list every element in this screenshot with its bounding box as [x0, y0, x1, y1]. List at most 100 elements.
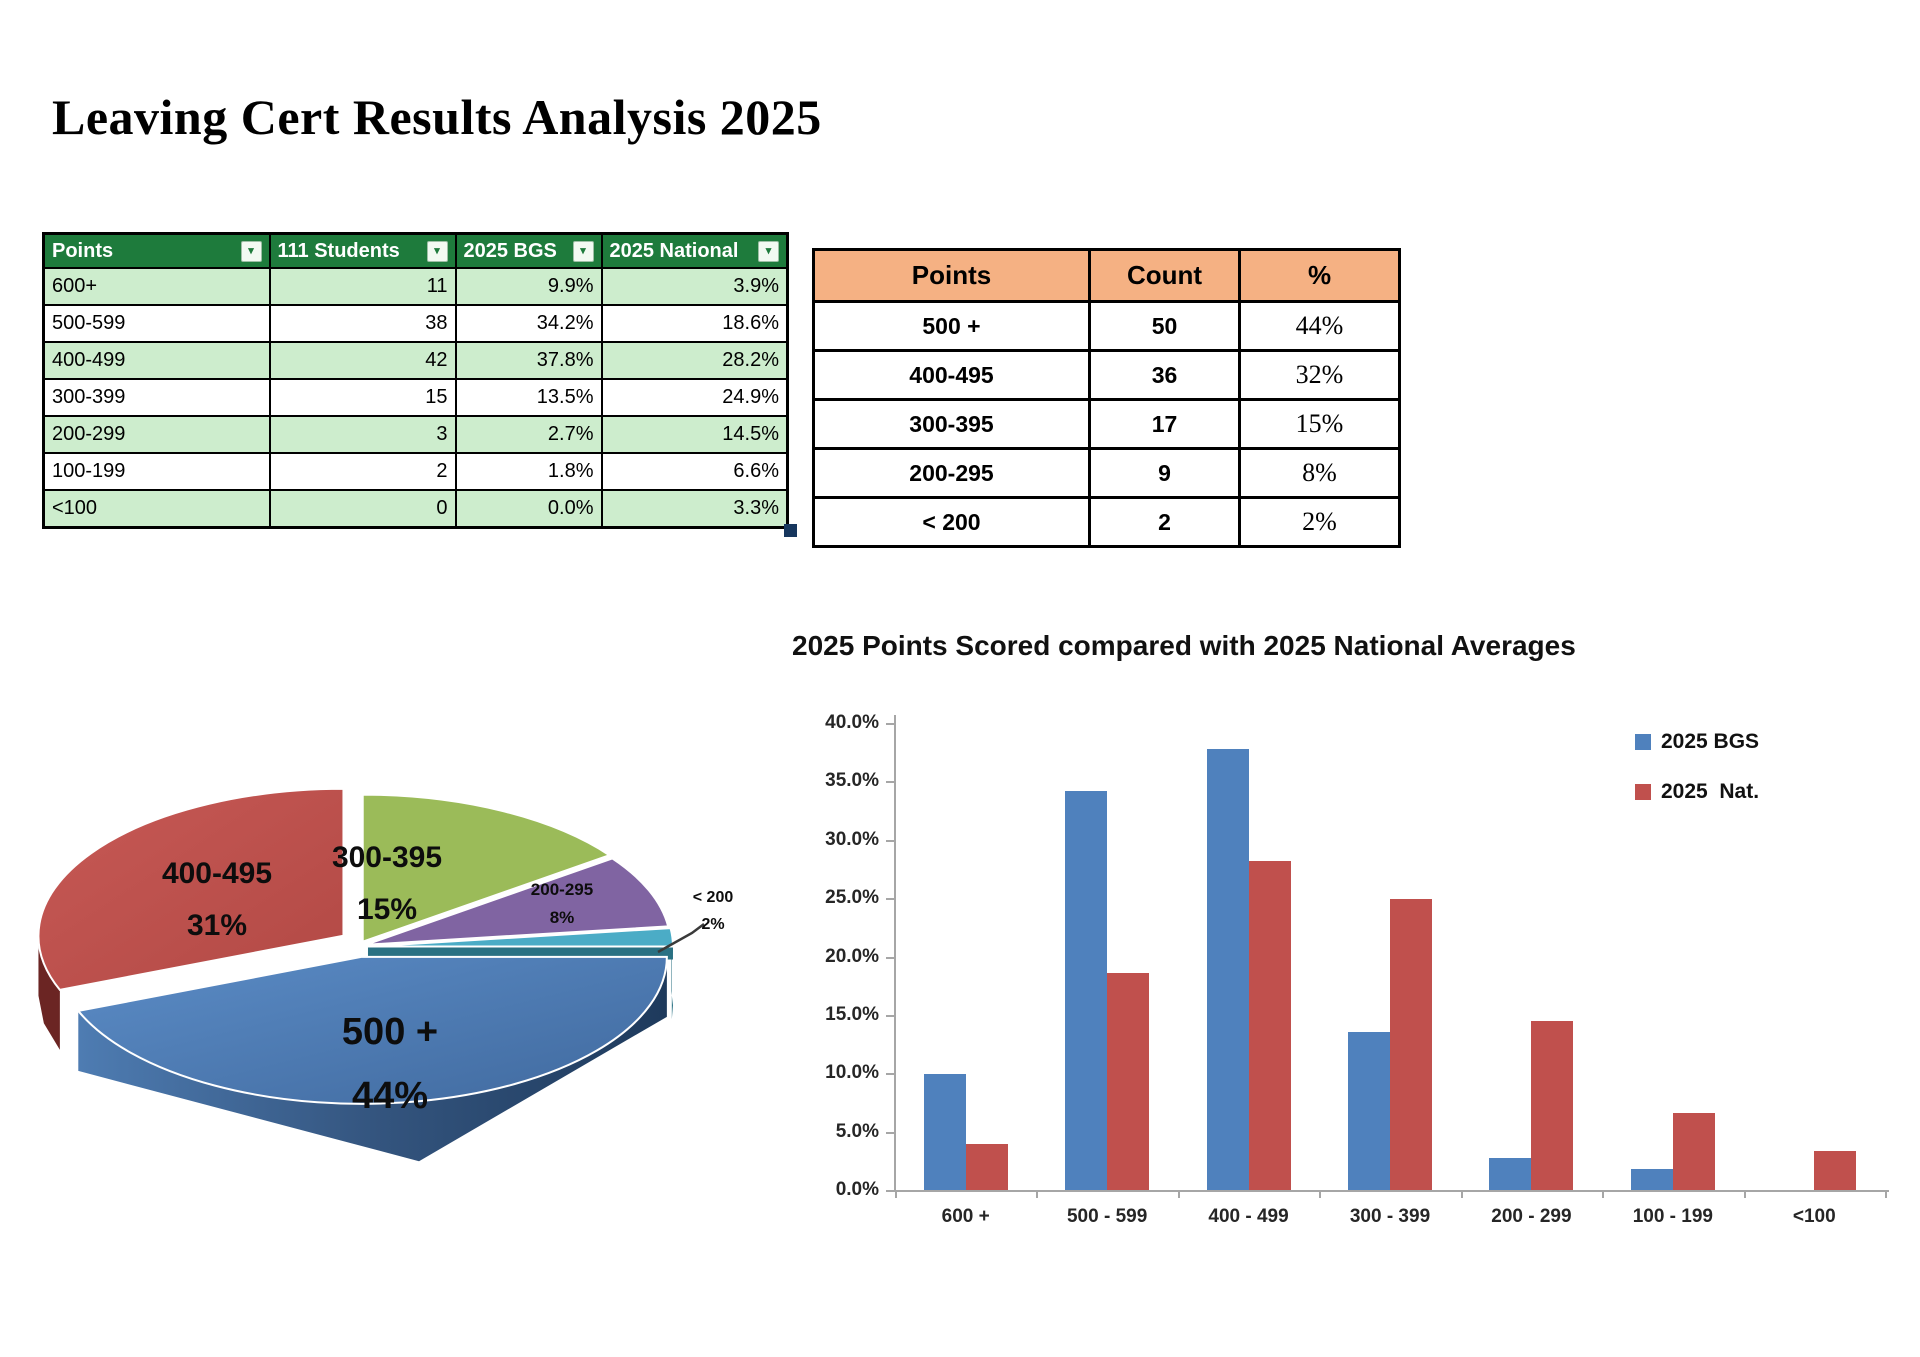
- summary-table: Points Count% 500 +50 44% 400-495 36 32% 300-3…: [812, 248, 1401, 548]
- bgs-cell: 28.2%: [600, 341, 789, 380]
- table-row: 300-395 17 15%: [812, 398, 1401, 450]
- bgs-cell: 13.5%: [454, 378, 603, 417]
- y-tick-label: 20.0%: [825, 945, 879, 967]
- bgs-cell: 2.7%: [454, 415, 603, 454]
- bar-bgs-5: [1630, 1168, 1673, 1190]
- pie-label-300-395: 300-395 15%: [292, 832, 482, 936]
- y-axis-tick: [886, 781, 895, 784]
- x-axis-tick: [1885, 1190, 1887, 1198]
- summary-cell: 2: [1088, 496, 1241, 548]
- bgs-header-cell: 2025 National ▾: [600, 232, 789, 269]
- summary-cell: 200-295: [812, 447, 1091, 499]
- bar-bgs-1: [1065, 790, 1108, 1190]
- pie-slice-<200: [367, 927, 674, 948]
- table-row: 500 +50 44%: [812, 300, 1401, 352]
- page-title: Leaving Cert Results Analysis 2025: [52, 89, 822, 145]
- filter-dropdown-button[interactable]: ▾: [426, 240, 448, 262]
- summary-cell: 44%: [1238, 300, 1401, 352]
- bgs-cell: 600+: [42, 267, 271, 306]
- pie-leader-line: [657, 923, 705, 954]
- pie-slice-400-495: [37, 787, 345, 991]
- legend-swatch-nat: [1635, 784, 1651, 800]
- pie-label-pct: 44%: [351, 1075, 429, 1117]
- summary-cell: < 200: [812, 496, 1091, 548]
- bar-nat-2: [1248, 860, 1291, 1190]
- x-category-label: 500 - 599: [1066, 1206, 1148, 1227]
- x-category-label: 200 - 299: [1491, 1206, 1572, 1227]
- x-axis-tick: [895, 1190, 897, 1198]
- table-row: 100-199 2 1.8% 6.6%: [42, 452, 789, 491]
- bar-nat-3: [1390, 899, 1432, 1190]
- bar-chart-title: 2025 Points Scored compared with 2025 Na…: [792, 630, 1576, 661]
- table-row: 400-495 36 32%: [812, 349, 1401, 401]
- table-row: 200-295 9 8%: [812, 447, 1401, 499]
- summary-cell: 36: [1088, 349, 1241, 401]
- bgs-table-header-row: Points ▾ 111 Students ▾ 2025 BGS ▾ 2025 Nation…: [42, 232, 789, 269]
- pie-label-pct: 31%: [186, 909, 248, 942]
- legend-item-bgs: 2025 BGS: [1635, 730, 1759, 754]
- x-axis-tick: [1460, 1190, 1463, 1198]
- bar-nat-4: [1531, 1020, 1574, 1190]
- bar-bgs-2: [1206, 748, 1249, 1190]
- bgs-cell: 0.0%: [454, 489, 603, 529]
- legend-label-nat: 2025 Nat.: [1661, 780, 1760, 803]
- y-axis-tick: [886, 723, 895, 725]
- points-distribution-pie-chart: 300-395 15% 200-295 8% < 200 2% 500 +44% 40…: [0, 772, 800, 1252]
- y-tick-label: 25.0%: [825, 887, 879, 909]
- summary-cell: 50: [1088, 300, 1241, 352]
- pie-slice-side: [78, 956, 667, 1162]
- x-axis-tick: [1036, 1190, 1039, 1198]
- bgs-cell: 9.9%: [454, 267, 603, 306]
- summary-header-cell: Points: [812, 248, 1091, 303]
- bar-nat-6: [1814, 1151, 1857, 1190]
- y-tick-label: 10.0%: [825, 1062, 879, 1084]
- bar-bgs-0: [923, 1074, 966, 1190]
- table-row: 300-399 15 13.5% 24.9%: [42, 378, 789, 417]
- table-row: 500-599 38 34.2% 18.6%: [42, 304, 789, 343]
- bgs-cell: 3.9%: [600, 267, 789, 306]
- filter-dropdown-button[interactable]: ▾: [240, 240, 262, 262]
- bar-chart-legend: 2025 BGS 2025 Nat.: [1635, 730, 1759, 830]
- bar-nat-1: [1107, 972, 1150, 1190]
- summary-cell: 9: [1088, 447, 1241, 499]
- legend-item-nat: 2025 Nat.: [1635, 780, 1759, 804]
- bgs-cell: 100-199: [42, 452, 271, 491]
- bar-nat-0: [965, 1144, 1008, 1190]
- bgs-cell: 37.8%: [454, 341, 603, 380]
- summary-cell: 17: [1088, 398, 1241, 450]
- bgs-header-cell: Points ▾: [42, 232, 271, 269]
- pie-slice-500+: [76, 955, 668, 1105]
- bgs-cell: 500-599: [42, 304, 271, 343]
- pie-label-under-200: < 200 2%: [670, 884, 756, 938]
- x-category-label: <100: [1792, 1206, 1836, 1227]
- bgs-cell: 38: [268, 304, 457, 343]
- x-axis-tick: [1743, 1190, 1746, 1198]
- bgs-results-table: Points ▾ 111 Students ▾ 2025 BGS ▾ 2025 Nation…: [42, 232, 797, 537]
- bar-bgs-3: [1348, 1032, 1390, 1190]
- bgs-header-cell: 111 Students ▾: [268, 232, 457, 269]
- legend-swatch-bgs: [1635, 734, 1651, 750]
- x-category-label: 600 +: [941, 1206, 990, 1227]
- bgs-cell: 200-299: [42, 415, 271, 454]
- filter-dropdown-button[interactable]: ▾: [758, 240, 779, 262]
- bgs-cell: 400-499: [42, 341, 271, 380]
- bgs-cell: 300-399: [42, 378, 271, 417]
- y-tick-label: 0.0%: [835, 1179, 879, 1200]
- bgs-cell: 11: [268, 267, 457, 306]
- bgs-cell: 2: [268, 452, 457, 491]
- summary-cell: 500 +: [812, 300, 1091, 352]
- table-row: 600+ 11 9.9% 3.9%: [42, 267, 789, 306]
- x-axis-tick: [1602, 1190, 1605, 1198]
- bgs-cell: 24.9%: [600, 378, 789, 417]
- summary-header-cell: %: [1238, 248, 1401, 303]
- y-axis-tick: [886, 1014, 895, 1017]
- y-tick-label: 5.0%: [835, 1120, 879, 1142]
- summary-cell: 300-395: [812, 398, 1091, 450]
- bar-bgs-4: [1489, 1158, 1532, 1190]
- y-axis-tick: [886, 1073, 895, 1076]
- filter-dropdown-button[interactable]: ▾: [572, 240, 594, 262]
- excel-fill-handle[interactable]: [784, 524, 797, 537]
- x-axis-tick: [1177, 1190, 1180, 1198]
- x-category-label: 400 - 499: [1208, 1206, 1289, 1227]
- table-row: 200-299 3 2.7% 14.5%: [42, 415, 789, 454]
